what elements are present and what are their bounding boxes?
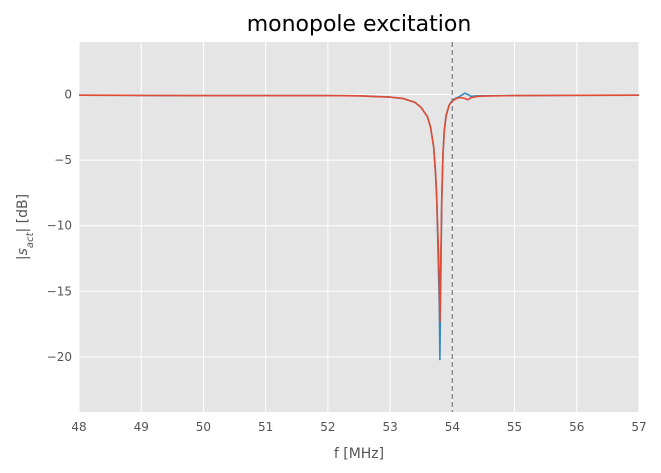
x-tick-label: 48 (71, 420, 86, 434)
x-tick-label: 53 (382, 420, 397, 434)
y-tick-label: −20 (47, 350, 72, 364)
chart-title: monopole excitation (247, 12, 472, 37)
plot-background (79, 42, 639, 412)
y-axis-label-symbol: s (15, 248, 31, 255)
x-tick-label: 54 (445, 420, 460, 434)
y-tick-label: −10 (47, 219, 72, 233)
y-axis-label-prefix: | (15, 255, 31, 260)
y-tick-label: 0 (64, 87, 72, 101)
y-tick-label: −15 (47, 284, 72, 298)
x-axis-label: f [MHz] (334, 446, 384, 462)
plot-area (78, 42, 640, 412)
x-tick-label: 51 (258, 420, 273, 434)
x-tick-label: 52 (320, 420, 335, 434)
x-tick-label: 55 (507, 420, 522, 434)
y-axis-label: |sact| [dB] (15, 194, 36, 260)
y-tick-labels: 0 −5 −10 −15 −20 (47, 87, 72, 363)
y-axis-label-suffix: | [dB] (15, 194, 31, 233)
x-tick-label: 57 (631, 420, 646, 434)
x-tick-label: 49 (134, 420, 149, 434)
series-line-2 (78, 94, 640, 323)
x-tick-label: 56 (569, 420, 584, 434)
y-tick-label: −5 (54, 153, 72, 167)
x-tick-labels: 48 49 50 51 52 53 54 55 56 57 (71, 420, 646, 434)
x-tick-label: 50 (196, 420, 211, 434)
y-axis-label-subscript: act (25, 231, 36, 248)
